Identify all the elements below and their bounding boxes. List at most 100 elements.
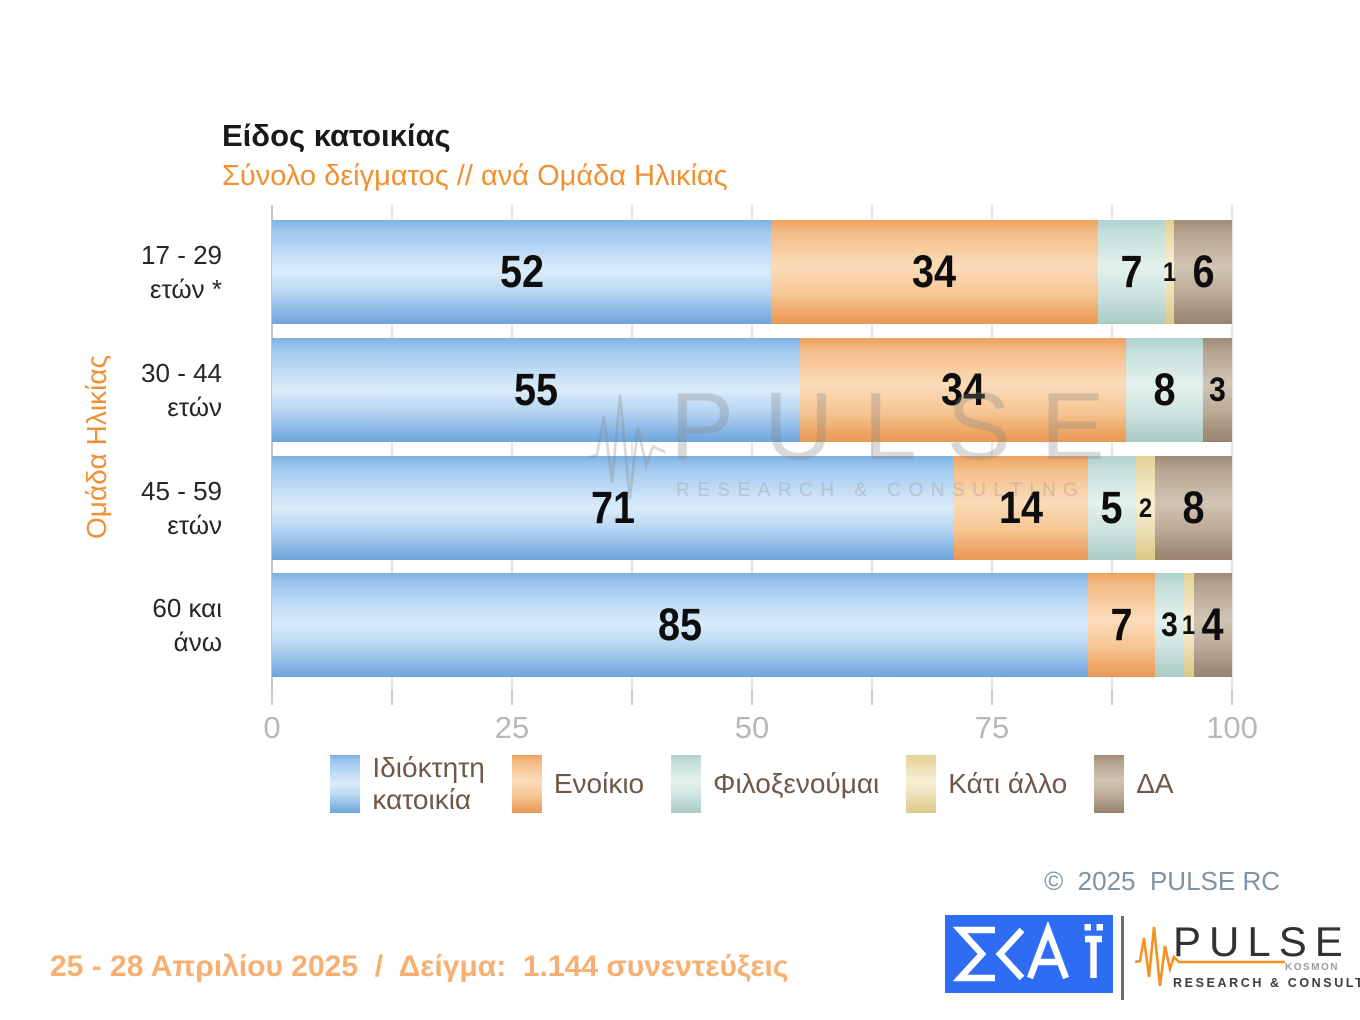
bar-value-label: 52 — [499, 246, 544, 297]
bar-row: 55 34 8 3 — [272, 338, 1232, 442]
legend-item: Ιδιόκτητη κατοικία — [330, 752, 485, 816]
bar-value-label: 4 — [1201, 599, 1224, 650]
bar-value-label: 3 — [1209, 370, 1226, 409]
bar-segment: 52 — [272, 220, 772, 324]
category-label-line: ετών — [167, 392, 222, 422]
gridline — [871, 205, 873, 690]
pulse-logo: PULSE KOSMON RESEARCH & CONSULTING — [1133, 918, 1360, 998]
skai-wordmark-icon — [952, 920, 1103, 982]
bar-segment: 3 — [1155, 573, 1184, 677]
chart-subtitle: Σύνολο δείγματος // ανά Ομάδα Ηλικίας — [222, 160, 728, 192]
legend-item: Ενοίκιο — [511, 755, 644, 813]
x-axis-tick — [751, 690, 753, 705]
gridline — [631, 205, 633, 690]
legend-label: Ενοίκιο — [554, 768, 644, 800]
bar-segment: 8 — [1126, 338, 1204, 442]
copyright-text: © 2025 PULSE RC — [1044, 866, 1280, 896]
bar-segment: 85 — [272, 573, 1088, 677]
x-axis-tick-label: 75 — [974, 710, 1010, 745]
bar-row: 85 7 3 1 4 — [272, 573, 1232, 677]
bar-row: 71 14 5 2 8 — [272, 456, 1232, 560]
legend-swatch — [1094, 755, 1125, 813]
category-labels: 17 - 29 ετών * 30 - 44 ετών 45 - 59 ετών 60 κα… — [0, 205, 222, 690]
x-axis-tick-label: 25 — [494, 710, 530, 745]
legend-label: Φιλοξενούμαι — [713, 768, 879, 800]
legend-swatch — [330, 755, 361, 813]
bar-value-label: 8 — [1153, 364, 1176, 415]
category-label-line: άνω — [173, 627, 222, 657]
bar-value-label: 34 — [912, 246, 957, 297]
x-axis-tick — [271, 690, 273, 705]
pulse-brand-text: PULSE — [1173, 918, 1351, 965]
bar-segment: 8 — [1155, 456, 1232, 560]
gridline — [751, 205, 753, 690]
x-axis-tick — [511, 690, 513, 705]
bar-segment: 3 — [1203, 338, 1232, 442]
bar-segment: 7 — [1097, 220, 1165, 324]
legend-label-line: Ιδιόκτητη — [372, 752, 485, 783]
legend-label-line: Φιλοξενούμαι — [713, 768, 880, 799]
bar-value-label: 3 — [1161, 605, 1178, 644]
legend: Ιδιόκτητη κατοικία Ενοίκιο Φιλοξενούμαι Κάτι… — [272, 752, 1232, 816]
legend-swatch — [511, 755, 542, 813]
bar-value-label: 85 — [657, 599, 703, 650]
bar-segment: 14 — [953, 456, 1088, 560]
legend-swatch — [671, 755, 702, 813]
x-axis-tick — [631, 690, 633, 705]
bar-segment: 5 — [1087, 456, 1136, 560]
legend-label-line: Κάτι άλλο — [948, 768, 1068, 799]
x-axis-tick-label: 100 — [1206, 710, 1258, 745]
bar-segment: 71 — [272, 456, 954, 560]
gridline — [391, 205, 393, 690]
bar-row: 52 34 7 1 6 — [272, 220, 1232, 324]
category-label-line: 17 - 29 — [141, 240, 222, 270]
bar-segment: 2 — [1135, 456, 1156, 560]
bar-segment: 1 — [1162, 220, 1177, 324]
bar-segment: 34 — [771, 220, 1098, 324]
bar-value-label: 5 — [1100, 482, 1123, 533]
gridline — [991, 205, 993, 690]
x-axis-tick-label: 0 — [263, 710, 281, 745]
bar-value-label: 1 — [1162, 256, 1177, 287]
bar-value-label: 71 — [590, 482, 635, 533]
bar-value-label: 2 — [1138, 492, 1153, 523]
legend-label: Κάτι άλλο — [948, 768, 1067, 800]
bar-segment: 55 — [272, 338, 800, 442]
bar-segment: 7 — [1088, 573, 1156, 677]
category-label-line: 30 - 44 — [141, 358, 222, 388]
category-label: 45 - 59 ετών — [0, 456, 222, 560]
bar-segment: 4 — [1193, 573, 1232, 677]
legend-item: Κάτι άλλο — [906, 755, 1067, 813]
legend-label: Ιδιόκτητη κατοικία — [372, 752, 484, 816]
legend-item: Φιλοξενούμαι — [671, 755, 879, 813]
legend-label-line: ΔΑ — [1136, 768, 1174, 799]
bar-value-label: 8 — [1182, 482, 1205, 533]
legend-swatch — [906, 755, 937, 813]
x-axis-tick — [1111, 690, 1113, 705]
skai-logo — [945, 915, 1113, 993]
category-label-line: ετών — [167, 510, 222, 540]
gridline — [1111, 205, 1113, 690]
x-axis-tick — [391, 690, 393, 705]
category-label: 17 - 29 ετών * — [0, 220, 222, 324]
bar-value-label: 1 — [1182, 609, 1196, 640]
logo-divider — [1121, 916, 1124, 1000]
category-label-line: ετών * — [149, 274, 222, 304]
chart-title: Είδος κατοικίας — [222, 118, 451, 153]
pulse-waveform-icon — [1134, 926, 1285, 987]
legend-label-line: κατοικία — [372, 784, 472, 815]
x-axis-tick-label: 50 — [734, 710, 770, 745]
gridline — [511, 205, 513, 690]
x-axis-tick — [871, 690, 873, 705]
gridline — [1231, 205, 1233, 690]
category-label: 30 - 44 ετών — [0, 338, 222, 442]
legend-label-line: Ενοίκιο — [553, 768, 645, 799]
bar-value-label: 6 — [1192, 246, 1215, 297]
legend-item: ΔΑ — [1094, 755, 1174, 813]
category-label: 60 και άνω — [0, 573, 222, 677]
bar-segment: 1 — [1182, 573, 1196, 677]
bar-segment: 6 — [1174, 220, 1232, 324]
bar-value-label: 14 — [998, 482, 1043, 533]
category-label-line: 45 - 59 — [141, 476, 222, 506]
bar-value-label: 55 — [513, 364, 559, 415]
